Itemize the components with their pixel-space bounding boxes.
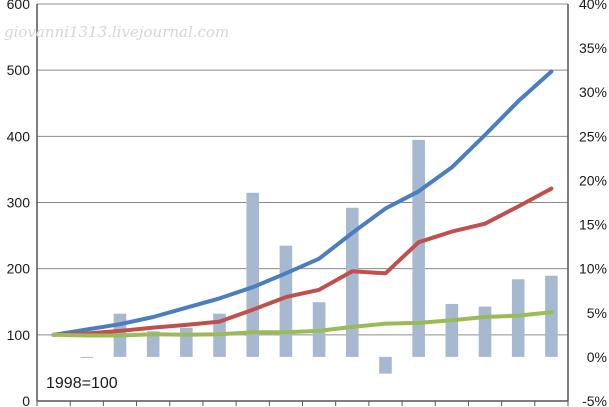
bar xyxy=(80,356,94,358)
bar xyxy=(478,306,492,357)
left-tick-label: 200 xyxy=(7,261,31,277)
right-tick-label: 30% xyxy=(579,84,607,100)
right-tick-label: 25% xyxy=(579,128,607,144)
series-line-1 xyxy=(51,69,554,337)
right-tick-label: 15% xyxy=(579,217,607,233)
right-tick-label: 40% xyxy=(579,0,607,12)
series-line-3 xyxy=(51,310,554,338)
left-tick-label: 100 xyxy=(7,327,31,343)
right-tick-label: 5% xyxy=(587,305,607,321)
bar xyxy=(445,303,459,357)
bar xyxy=(345,207,359,357)
right-tick-label: -5% xyxy=(582,393,607,407)
left-axis-ticks: 0 100 200 300 400 500 600 xyxy=(7,0,31,407)
bar xyxy=(511,279,525,357)
right-tick-label: 0% xyxy=(587,349,607,365)
axes xyxy=(36,4,569,406)
right-tick-label: 20% xyxy=(579,172,607,188)
left-tick-label: 0 xyxy=(22,393,30,407)
left-tick-label: 600 xyxy=(7,0,31,12)
left-tick-label: 400 xyxy=(7,128,31,144)
line-series xyxy=(51,69,554,338)
left-tick-label: 500 xyxy=(7,62,31,78)
bar xyxy=(146,331,160,357)
bar xyxy=(545,275,558,357)
bar xyxy=(180,327,193,357)
right-axis-ticks: -5% 0% 5% 10% 15% 20% 25% 30% 35% 40% xyxy=(579,0,607,407)
bar xyxy=(279,245,293,357)
watermark: giovanni1313.livejournal.com xyxy=(4,23,229,41)
bar xyxy=(379,356,392,374)
series-line-2 xyxy=(51,186,554,337)
right-tick-label: 10% xyxy=(579,261,607,277)
left-tick-label: 300 xyxy=(7,195,31,211)
base-year-note: 1998=100 xyxy=(46,375,118,392)
right-tick-label: 35% xyxy=(579,40,607,56)
bar xyxy=(246,192,260,357)
